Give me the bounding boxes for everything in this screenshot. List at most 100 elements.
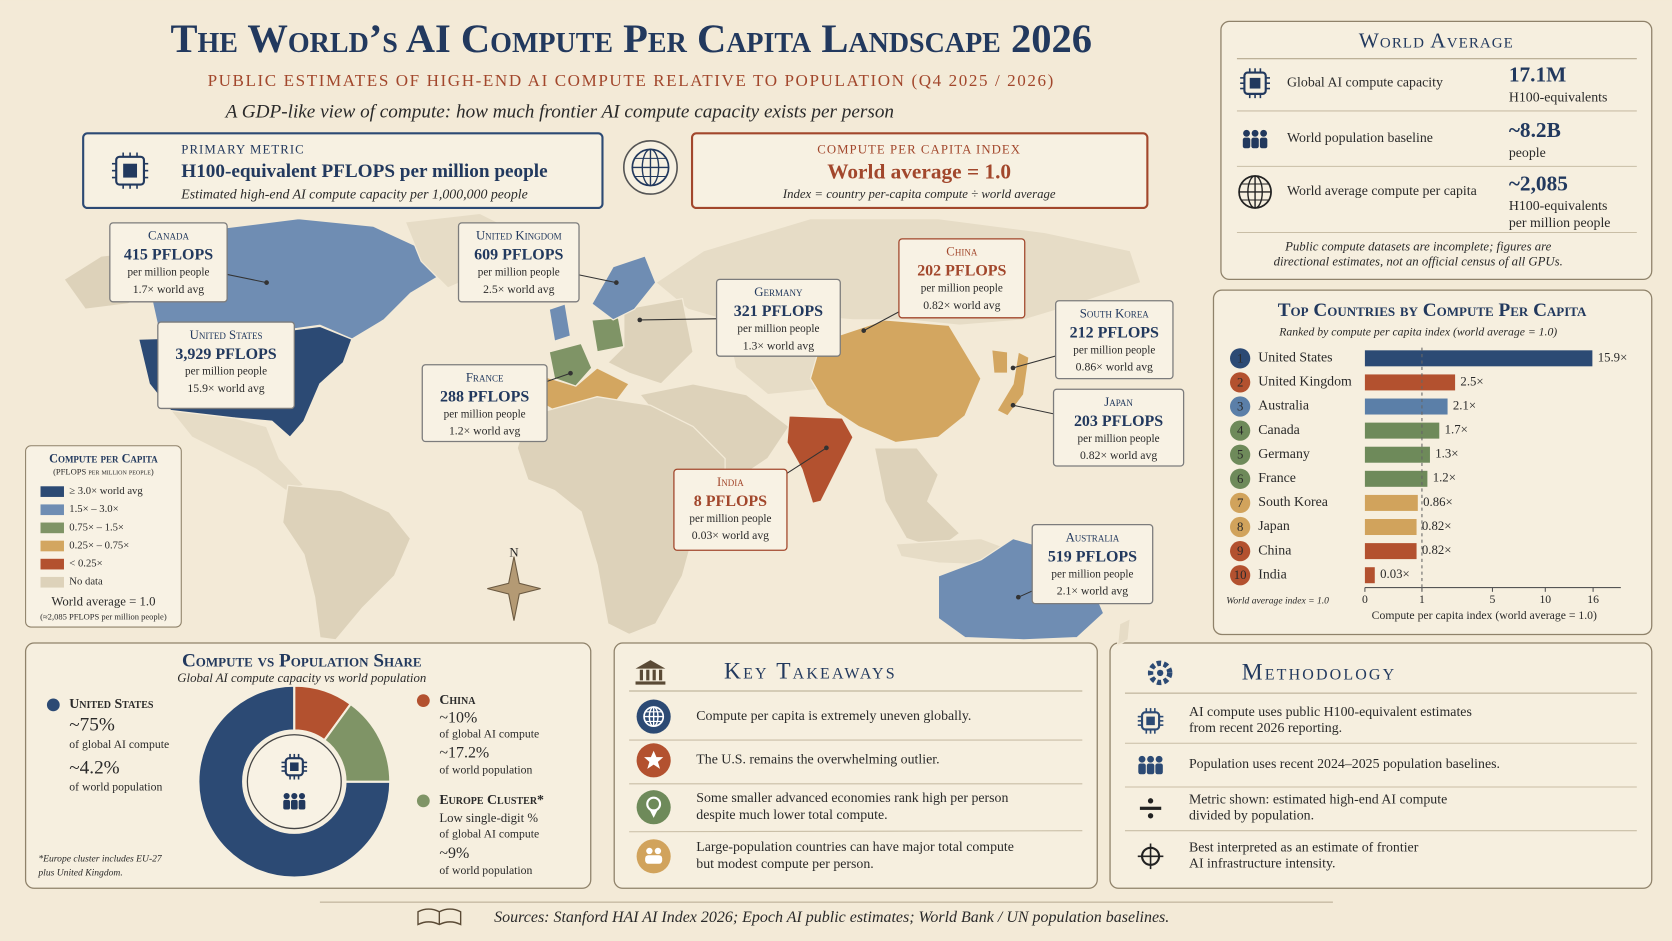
share-value: ~17.2% (439, 745, 489, 762)
person-icon (1251, 137, 1259, 149)
takeaway-text: Large-population countries can have majo… (696, 839, 1014, 854)
category-label: Japan (1258, 518, 1290, 533)
takeaway-text: but modest compute per person. (696, 856, 873, 871)
legend-dot (46, 698, 60, 712)
index-label: COMPUTE PER CAPITA INDEX (817, 142, 1021, 156)
rank-number: 3 (1237, 400, 1243, 414)
stat-unit: people (1509, 145, 1546, 160)
country-shape (996, 350, 1030, 417)
share-value: ~4.2% (69, 757, 119, 778)
legend-swatch (40, 576, 64, 588)
legend-label: 0.75× – 1.5× (69, 522, 124, 533)
callout-country: Germany (754, 285, 803, 299)
method-text: from recent 2026 reporting. (1189, 720, 1342, 735)
category-label: China (1258, 542, 1291, 557)
callout-box (1031, 524, 1154, 605)
callout-country: United States (190, 328, 263, 342)
legend-note: World average = 1.0 (51, 594, 155, 608)
bar (1364, 470, 1428, 487)
callout-unit: per million people (444, 408, 526, 420)
person-icon (1260, 129, 1268, 137)
callout-value: 8 PFLOPS (694, 493, 767, 510)
callout-country: China (946, 245, 978, 259)
leader-dot (264, 280, 269, 285)
index-card (690, 132, 1149, 210)
value-label: 0.03× (1380, 567, 1410, 581)
share-note: of global AI compute (439, 828, 539, 841)
footnote: directional estimates, not an official c… (1274, 254, 1563, 268)
callout-index: 1.7× world avg (133, 283, 205, 296)
callout-box (109, 222, 228, 303)
callout-value: 321 PFLOPS (734, 303, 823, 320)
metric-title: H100-equivalent PFLOPS per million peopl… (181, 161, 548, 182)
x-tick-label: 10 (1539, 593, 1551, 606)
legend-subtitle: (PFLOPS per million people) (53, 466, 154, 476)
bar (1364, 543, 1417, 560)
rank-number: 4 (1237, 424, 1244, 438)
chip-core (1146, 716, 1155, 726)
takeaway-text: Some smaller advanced economies rank hig… (696, 790, 1008, 805)
leader-dot (568, 370, 573, 376)
legend-label: China (439, 692, 476, 707)
callout-country: United Kingdom (476, 229, 562, 243)
category-label: India (1258, 566, 1286, 581)
person-icon (645, 855, 663, 864)
callout-box (157, 321, 295, 410)
ribbon-icon (649, 809, 658, 818)
callout-unit: per million people (737, 323, 819, 335)
rank-badge (1230, 565, 1251, 586)
country-shape (1116, 617, 1132, 647)
value-label: 0.82× (1422, 543, 1452, 557)
stat-unit: per million people (1509, 215, 1611, 230)
donut-hole (246, 734, 342, 830)
donut-segment (322, 702, 392, 783)
callout-unit: per million people (921, 283, 1003, 295)
bar (1364, 446, 1430, 463)
person-icon (1242, 137, 1251, 149)
x-tick-label: 1 (1419, 593, 1425, 606)
callout-country: South Korea (1080, 307, 1150, 321)
rank-badge (1230, 444, 1251, 465)
callout-value: 519 PFLOPS (1048, 548, 1137, 565)
person-icon (283, 799, 290, 810)
person-icon (298, 792, 306, 800)
bank-icon (635, 681, 666, 685)
callout-country: Australia (1066, 530, 1120, 544)
person-icon (1251, 129, 1259, 137)
value-label: 1.2× (1433, 471, 1456, 485)
share-value: Low single-digit % (439, 811, 538, 825)
x-axis-label: Compute per capita index (world average … (1372, 609, 1597, 622)
callout-index: 2.5× world avg (483, 283, 555, 296)
leader-dot (1015, 594, 1021, 600)
callout-index: 2.1× world avg (1057, 585, 1129, 598)
callout-index: 0.86× world avg (1076, 361, 1153, 374)
callout-value: 3,929 PFLOPS (175, 346, 276, 363)
legend-label: Europe Cluster* (439, 792, 544, 807)
person-icon (1155, 763, 1163, 775)
divide-icon (1139, 806, 1162, 810)
bar (1364, 398, 1448, 415)
legend-note: (≈2,085 PFLOPS per million people) (40, 611, 167, 621)
person-icon (646, 847, 653, 855)
callout-country: France (466, 371, 504, 385)
share-value: ~75% (69, 715, 115, 736)
callout-value: 609 PFLOPS (474, 247, 563, 264)
panel-title: Methodology (1242, 659, 1397, 685)
value-label: 2.1× (1453, 398, 1476, 412)
legend-swatch (40, 504, 64, 516)
country-shape (591, 317, 625, 353)
rank-badge (1230, 540, 1251, 562)
bar (1364, 519, 1417, 536)
legend-swatch (40, 486, 64, 497)
rank-number: 1 (1237, 351, 1243, 365)
subtitle: PUBLIC ESTIMATES OF HIGH-END AI COMPUTE … (208, 71, 1055, 90)
person-icon (290, 799, 298, 810)
legend-dot (416, 694, 430, 708)
chip-core (123, 163, 138, 178)
takeaway-text: Compute per capita is extremely uneven g… (696, 708, 971, 723)
callout-value: 203 PFLOPS (1074, 413, 1163, 430)
legend-label: 0.25× – 0.75× (69, 540, 129, 551)
callout-box (1055, 300, 1174, 380)
person-icon (291, 792, 298, 800)
person-icon (1155, 755, 1163, 763)
